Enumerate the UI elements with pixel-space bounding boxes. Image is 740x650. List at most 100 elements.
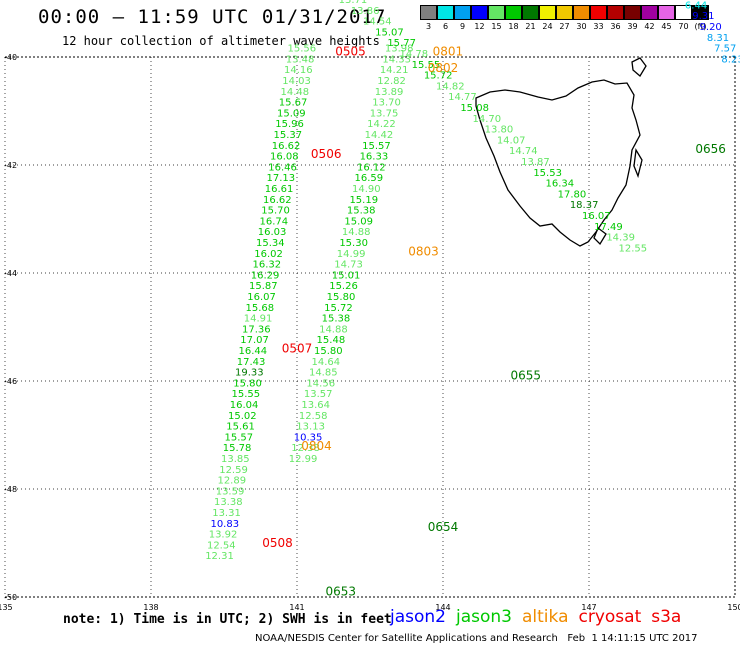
- colorbar-swatch: [573, 5, 590, 20]
- credit-line: NOAA/NESDIS Center for Satellite Applica…: [255, 633, 698, 644]
- swh-value: 14.78: [399, 49, 428, 60]
- tasmania-coastline: [475, 57, 647, 247]
- lon-label: 150: [727, 603, 740, 612]
- swh-value: 6.44: [685, 0, 707, 11]
- pass-label: 0803: [408, 244, 439, 258]
- colorbar-swatch: [437, 5, 454, 20]
- swh-value: 14.21: [380, 65, 409, 76]
- swh-value: 8.31: [707, 33, 729, 44]
- colorbar-cell: 15: [488, 5, 505, 31]
- swh-value: 16.46: [268, 162, 297, 173]
- colorbar-swatch: [590, 5, 607, 20]
- swh-value: 15.72: [424, 71, 453, 82]
- swh-value: 15.38: [347, 206, 376, 217]
- swh-value: 12.82: [377, 76, 406, 87]
- swh-value: 15.70: [261, 206, 290, 217]
- colorbar-swatch: [607, 5, 624, 20]
- swh-value: 15.77: [387, 38, 416, 49]
- lat-label: -42: [4, 161, 17, 170]
- swh-value: 15.87: [249, 281, 278, 292]
- swh-value: 15.30: [339, 238, 368, 249]
- swh-value: 15.09: [344, 216, 373, 227]
- maria-island: [633, 148, 643, 179]
- swh-value: 16.08: [270, 152, 299, 163]
- flinders-island: [631, 57, 647, 77]
- pass-label: 0656: [695, 142, 726, 156]
- swh-value: 13.71: [339, 0, 368, 6]
- colorbar-swatch: [675, 5, 692, 20]
- swh-value: 12.55: [618, 243, 647, 254]
- swh-value: 15.34: [256, 238, 285, 249]
- swh-value: 13.86: [351, 6, 380, 17]
- swh-value: 14.91: [244, 314, 273, 325]
- legend-altika: altika: [522, 607, 569, 627]
- colorbar-label: 36: [610, 22, 621, 31]
- swh-value: 12.31: [205, 551, 234, 562]
- pass-label: 0655: [510, 369, 541, 383]
- colorbar-label: 18: [508, 22, 519, 31]
- swh-value: 8.23: [721, 54, 740, 65]
- swh-value: 10.83: [210, 519, 239, 530]
- swh-value: 17.13: [267, 173, 296, 184]
- legend-s3a: s3a: [651, 607, 682, 627]
- lon-label: 138: [143, 603, 158, 612]
- swh-value: 13.13: [296, 422, 325, 433]
- colorbar-swatch: [641, 5, 658, 20]
- swh-value: 14.74: [509, 146, 538, 157]
- colorbar-cell: (ft): [692, 5, 709, 31]
- swh-value: 15.48: [317, 335, 346, 346]
- swh-value: 12.58: [299, 411, 328, 422]
- swh-value: 14.03: [282, 76, 311, 87]
- pass-label: 0506: [311, 147, 342, 161]
- colorbar-cell: 70: [675, 5, 692, 31]
- swh-value: 16.12: [357, 162, 386, 173]
- colorbar-label: 27: [559, 22, 570, 31]
- colorbar-label: 21: [525, 22, 536, 31]
- lon-label: 141: [289, 603, 304, 612]
- footer-note: note: 1) Time is in UTC; 2) SWH is in fe…: [63, 612, 392, 627]
- swh-value: 15.07: [375, 27, 404, 38]
- swh-value: 14.77: [448, 92, 477, 103]
- swh-value: 13.98: [385, 44, 414, 55]
- lat-label: -44: [4, 269, 17, 278]
- swh-value: 16.07: [247, 292, 276, 303]
- swh-value: 13.70: [372, 98, 401, 109]
- swh-value: 14.64: [311, 357, 340, 368]
- swh-value: 14.88: [342, 227, 371, 238]
- lat-label: -48: [4, 485, 17, 494]
- pass-label: 0505: [335, 45, 366, 59]
- swh-value: 17.36: [242, 324, 271, 335]
- colorbar-cell: 27: [556, 5, 573, 31]
- pass-label: 0507: [282, 342, 313, 356]
- pass-label: 0508: [262, 536, 293, 550]
- swh-value: 13.92: [209, 530, 238, 541]
- swh-value: 15.55: [412, 60, 441, 71]
- lat-label: -46: [4, 377, 17, 386]
- map-subtitle: 12 hour collection of altimeter wave hei…: [62, 34, 380, 48]
- swh-value: 13.57: [304, 389, 333, 400]
- swh-value: 16.44: [238, 346, 267, 357]
- swh-value: 16.59: [355, 173, 384, 184]
- colorbar-label: 45: [661, 22, 672, 31]
- colorbar-label: 15: [491, 22, 502, 31]
- swh-value: 16.62: [272, 141, 301, 152]
- swh-value: 12.38: [291, 443, 320, 454]
- lat-label: -50: [4, 593, 17, 602]
- colorbar-cell: 45: [658, 5, 675, 31]
- colorbar-label: 12: [474, 22, 485, 31]
- swh-value: 12.59: [219, 465, 248, 476]
- swh-value: 13.38: [214, 497, 243, 508]
- swh-value: 13.85: [221, 454, 250, 465]
- swh-value: 15.80: [327, 292, 356, 303]
- swh-value: 13.87: [521, 157, 550, 168]
- swh-value: 14.90: [352, 184, 381, 195]
- swh-value: 15.67: [279, 98, 308, 109]
- swh-value: 16.74: [260, 216, 289, 227]
- swh-value: 13.64: [301, 400, 330, 411]
- legend-jason2: jason2: [390, 607, 446, 627]
- swh-value: 15.68: [245, 303, 274, 314]
- swh-value: 15.53: [533, 168, 562, 179]
- swh-value: 16.02: [254, 249, 283, 260]
- swh-value: 15.01: [332, 270, 361, 281]
